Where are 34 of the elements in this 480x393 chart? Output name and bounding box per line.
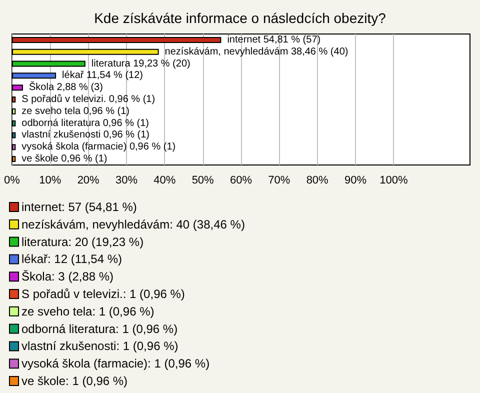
data-label: ze sveho tela 0,96 % (1) (22, 106, 130, 117)
x-tick-label: 40% (154, 174, 176, 186)
data-label: ve škole 0,96 % (1) (22, 154, 108, 165)
data-label: odborná literatura 0,96 % (1) (22, 118, 149, 129)
data-label: Škola 2,88 % (3) (28, 81, 103, 94)
legend-label: internet: 57 (54,81 %) (22, 200, 137, 214)
legend-label: vlastní zkušenosti: 1 (0,96 %) (22, 339, 178, 354)
data-label: vysoká škola (farmacie) 0,96 % (1) (22, 142, 176, 153)
x-tick-label: 50% (192, 174, 214, 186)
data-label: S pořadů v televizi. 0,96 % (1) (22, 93, 156, 105)
x-tick-label: 70% (268, 174, 290, 186)
x-tick-label: 100% (380, 174, 408, 186)
legend-label: S pořadů v televizi.: 1 (0,96 %) (22, 287, 185, 301)
x-tick-label: 80% (306, 174, 329, 186)
x-tick-label: 90% (344, 174, 367, 186)
data-label: lékař 11,54 % (12) (62, 70, 144, 82)
legend-label: Škola: 3 (2,88 %) (22, 270, 114, 284)
legend-label: ze sveho tela: 1 (0,96 %) (22, 304, 154, 318)
data-label: nezískávám, nevyhledávám 38,46 % (40) (164, 46, 348, 58)
data-label: literatura 19,23 % (20) (91, 58, 190, 70)
data-label: vlastní zkušenosti 0,96 % (1) (22, 130, 150, 141)
x-tick-label: 10% (39, 174, 62, 186)
x-tick-label: 20% (77, 174, 100, 186)
x-tick-label: 30% (115, 174, 138, 186)
x-tick-label: 0% (4, 174, 20, 186)
x-tick-label: 60% (230, 174, 252, 186)
legend-label: nezískávám, nevyhledávám: 40 (38,46 %) (22, 217, 245, 232)
chart-title: Kde získáváte informace o následcích obezity? (94, 10, 386, 26)
legend-label: lékař: 12 (11,54 %) (22, 252, 122, 266)
legend-label: vysoká škola (farmacie): 1 (0,96 %) (22, 356, 210, 371)
data-label: internet 54,81 % (57) (227, 34, 321, 46)
legend-label: literatura: 20 (19,23 %) (22, 234, 144, 249)
legend-label: odborná literatura: 1 (0,96 %) (22, 322, 178, 336)
legend-label: ve škole: 1 (0,96 %) (22, 374, 128, 388)
